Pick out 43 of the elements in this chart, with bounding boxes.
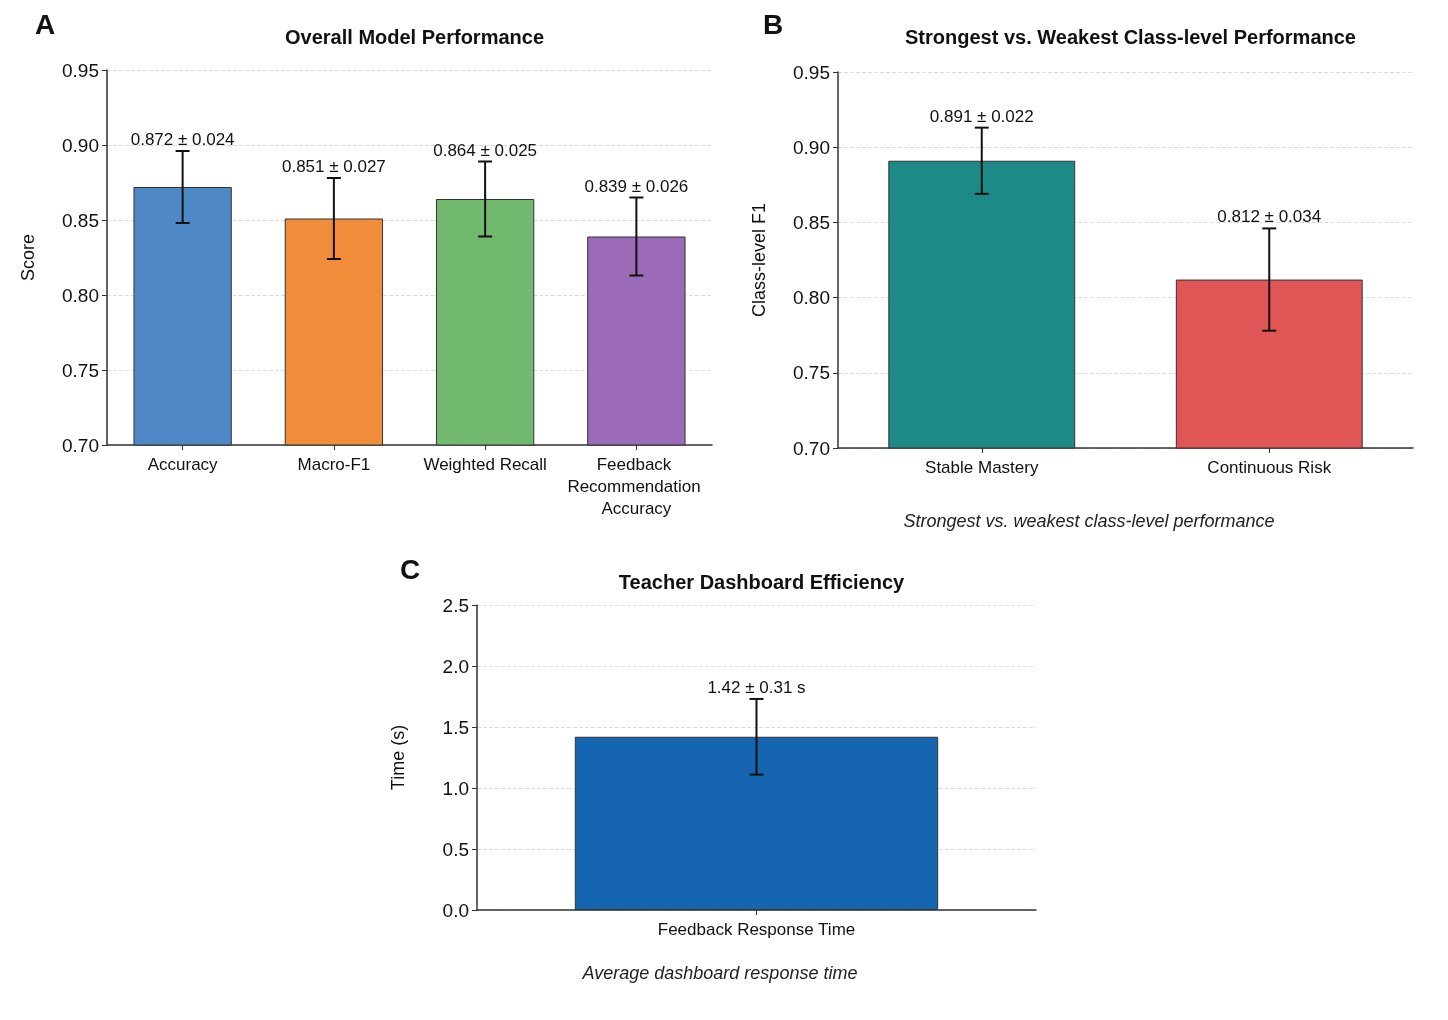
x-tick-label: Feedback Response Time <box>657 919 856 939</box>
y-tick-label: 1.0 <box>442 777 469 799</box>
data-label: 0.812 ± 0.034 <box>1217 207 1322 227</box>
data-label: 0.891 ± 0.022 <box>929 106 1034 126</box>
data-label: 0.839 ± 0.026 <box>584 176 689 196</box>
y-tick-label: 0.85 <box>62 209 99 231</box>
y-axis-title: Score <box>18 233 38 282</box>
y-tick-label: 0.80 <box>793 287 830 309</box>
y-tick-label: 0.95 <box>62 59 99 81</box>
text: Average dashboard response time <box>581 963 858 983</box>
y-axis-title: Time (s) <box>388 724 408 791</box>
y-tick-label: 0.0 <box>442 899 469 921</box>
y-tick-label: 0.75 <box>793 362 830 384</box>
y-tick-label: 0.80 <box>62 284 99 306</box>
data-label: 1.42 ± 0.31 s <box>707 677 806 697</box>
text: A <box>35 8 56 40</box>
y-tick-label: 1.5 <box>442 716 469 738</box>
y-axis-title: Class-level F1 <box>749 202 769 318</box>
y-tick-label: 0.90 <box>62 134 99 156</box>
chart-title: Teacher Dashboard Efficiency <box>618 571 906 593</box>
data-label: 0.864 ± 0.025 <box>433 140 538 160</box>
x-tick-label: Stable Mastery <box>925 457 1039 477</box>
y-tick-label: 0.70 <box>793 437 830 459</box>
x-tick-label: Continuous Risk <box>1207 457 1332 477</box>
x-tick-label: Weighted Recall <box>423 454 547 474</box>
y-tick-label: 0.5 <box>442 838 469 860</box>
text: Strongest vs. weakest class-level performance <box>903 511 1275 531</box>
chart-title: Strongest vs. Weakest Class-level Performance <box>905 26 1356 48</box>
data-label: 0.872 ± 0.024 <box>130 130 235 149</box>
chart-title: Overall Model Performance <box>285 26 544 48</box>
y-tick-label: 2.5 <box>442 594 469 616</box>
text: B <box>763 8 784 40</box>
x-tick-label: Accuracy <box>147 454 219 474</box>
x-tick-label: Feedback Recommendation Accuracy <box>567 454 706 518</box>
y-tick-label: 0.95 <box>793 61 830 83</box>
y-tick-label: 2.0 <box>442 655 469 677</box>
data-label: 0.851 ± 0.027 <box>281 157 386 176</box>
y-tick-label: 0.90 <box>793 136 830 158</box>
text: C <box>400 553 421 585</box>
y-tick-label: 0.75 <box>62 359 99 381</box>
x-tick-label: Macro-F1 <box>297 454 371 474</box>
y-tick-label: 0.85 <box>793 211 830 233</box>
y-tick-label: 0.70 <box>62 434 99 456</box>
